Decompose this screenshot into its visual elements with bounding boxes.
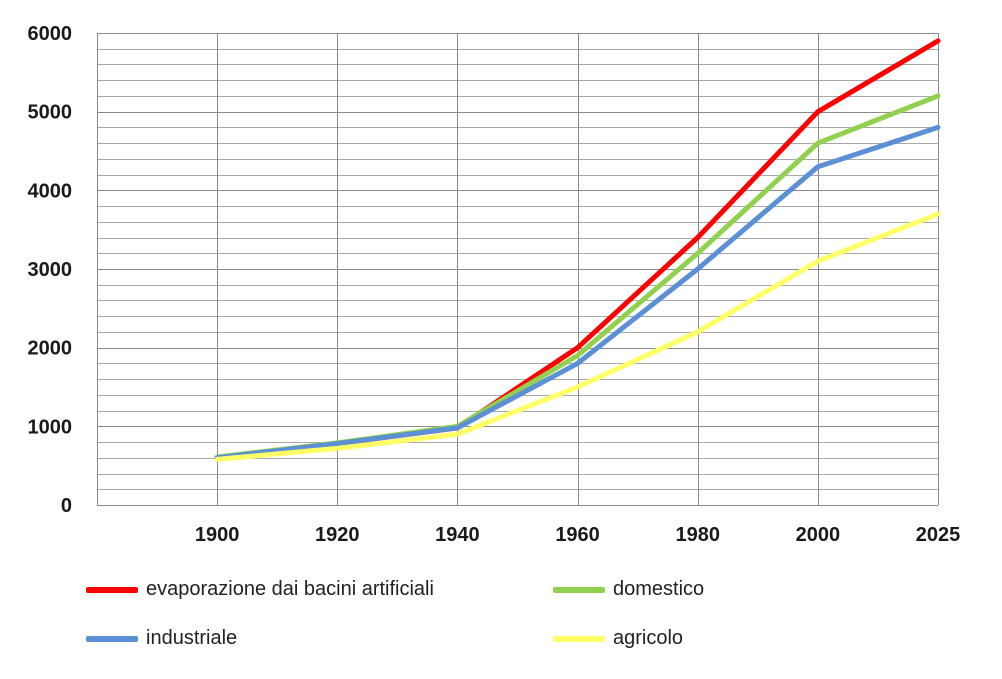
- series-line-3: [214, 211, 941, 462]
- y-tick-label: 5000: [28, 102, 73, 124]
- grid: [97, 33, 939, 506]
- x-tick-label: 2025: [916, 524, 961, 546]
- x-tick-label: 1920: [315, 524, 360, 546]
- y-tick-label: 2000: [28, 338, 73, 360]
- series-lines: [214, 38, 941, 462]
- tick-labels: 0 1000 2000 3000 4000 5000 6000 1900 1920 1940 196…: [28, 23, 961, 546]
- series-line-1: [214, 93, 941, 460]
- y-tick-label: 3000: [28, 259, 73, 281]
- x-tick-label: 1900: [195, 524, 240, 546]
- x-tick-label: 1940: [435, 524, 480, 546]
- series-line-2: [214, 124, 941, 461]
- y-tick-label: 0: [61, 495, 72, 517]
- y-tick-label: 6000: [28, 23, 73, 45]
- y-tick-label: 1000: [28, 416, 73, 438]
- x-tick-label: 1960: [555, 524, 600, 546]
- x-tick-label: 1980: [675, 524, 720, 546]
- y-tick-label: 4000: [28, 180, 73, 202]
- x-tick-label: 2000: [796, 524, 841, 546]
